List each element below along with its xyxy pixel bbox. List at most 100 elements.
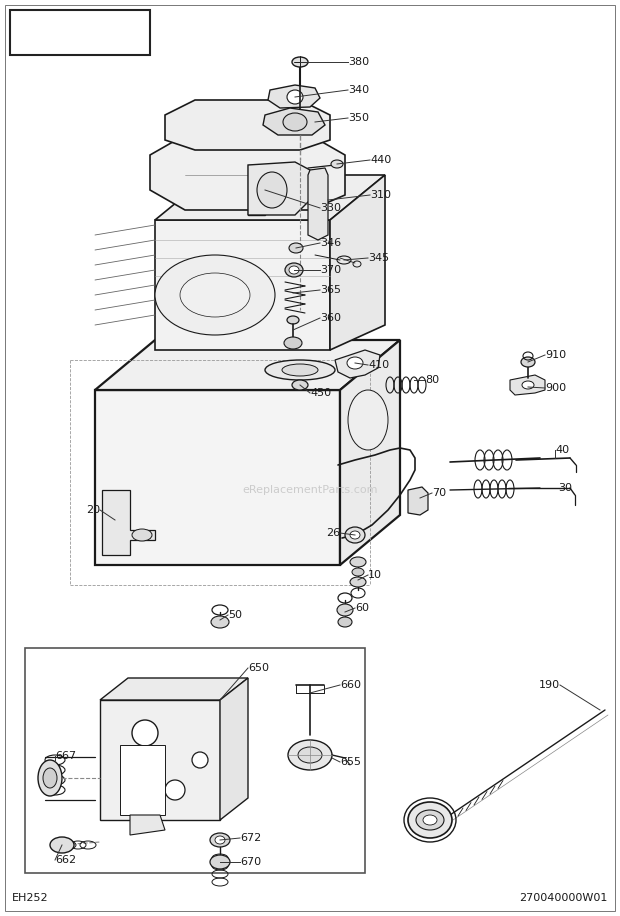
Text: EH252: EH252 xyxy=(12,893,48,903)
Ellipse shape xyxy=(132,720,158,746)
Ellipse shape xyxy=(350,531,360,539)
Ellipse shape xyxy=(521,357,535,367)
Ellipse shape xyxy=(43,768,57,788)
Ellipse shape xyxy=(289,243,303,253)
Ellipse shape xyxy=(416,810,444,830)
Polygon shape xyxy=(220,678,248,820)
Ellipse shape xyxy=(265,360,335,380)
Text: 667: 667 xyxy=(55,751,76,761)
Text: 20: 20 xyxy=(86,505,100,515)
Text: 655: 655 xyxy=(340,757,361,767)
Ellipse shape xyxy=(285,263,303,277)
Ellipse shape xyxy=(180,273,250,317)
Ellipse shape xyxy=(350,577,366,587)
Ellipse shape xyxy=(331,160,343,168)
Ellipse shape xyxy=(210,833,230,847)
Ellipse shape xyxy=(348,390,388,450)
Polygon shape xyxy=(155,220,330,350)
Text: 80: 80 xyxy=(425,375,439,385)
Text: 26: 26 xyxy=(326,528,340,538)
Text: eReplacementParts.com: eReplacementParts.com xyxy=(242,485,378,495)
Polygon shape xyxy=(130,815,165,835)
Text: 670: 670 xyxy=(240,857,261,867)
Text: 450: 450 xyxy=(310,388,331,398)
Ellipse shape xyxy=(337,604,353,616)
Ellipse shape xyxy=(210,855,230,869)
Polygon shape xyxy=(340,340,400,565)
Ellipse shape xyxy=(38,760,62,796)
Polygon shape xyxy=(150,135,345,210)
Text: 662: 662 xyxy=(55,855,76,865)
Text: 310: 310 xyxy=(370,190,391,200)
Text: 40: 40 xyxy=(555,445,569,455)
Ellipse shape xyxy=(289,266,299,274)
Ellipse shape xyxy=(155,255,275,335)
Ellipse shape xyxy=(288,740,332,770)
Ellipse shape xyxy=(284,337,302,349)
Ellipse shape xyxy=(292,380,308,390)
Text: 270040000W01: 270040000W01 xyxy=(520,893,608,903)
Ellipse shape xyxy=(257,172,287,208)
Polygon shape xyxy=(95,390,340,565)
Ellipse shape xyxy=(298,747,322,763)
Polygon shape xyxy=(330,175,385,350)
Text: 650: 650 xyxy=(248,663,269,673)
Ellipse shape xyxy=(132,529,152,541)
Text: 70: 70 xyxy=(432,488,446,498)
Text: 380: 380 xyxy=(348,57,369,67)
Bar xyxy=(10,10,150,55)
Ellipse shape xyxy=(350,557,366,567)
Polygon shape xyxy=(408,487,428,515)
Ellipse shape xyxy=(338,617,352,627)
Text: 900: 900 xyxy=(545,383,566,393)
Polygon shape xyxy=(165,100,330,150)
Ellipse shape xyxy=(347,357,363,369)
Text: 410: 410 xyxy=(368,360,389,370)
Ellipse shape xyxy=(423,815,437,825)
Polygon shape xyxy=(248,162,310,215)
Ellipse shape xyxy=(522,381,534,389)
Ellipse shape xyxy=(345,527,365,543)
Text: 360: 360 xyxy=(320,313,341,323)
Polygon shape xyxy=(95,340,400,390)
Ellipse shape xyxy=(292,57,308,67)
Text: 340: 340 xyxy=(348,85,369,95)
Text: 330: 330 xyxy=(320,203,341,213)
Bar xyxy=(25,648,365,873)
Text: 190: 190 xyxy=(539,680,560,690)
Polygon shape xyxy=(100,678,248,700)
Ellipse shape xyxy=(215,836,225,844)
Ellipse shape xyxy=(287,90,303,104)
Text: 346: 346 xyxy=(320,238,341,248)
Text: 370: 370 xyxy=(320,265,341,275)
Polygon shape xyxy=(100,700,220,820)
Ellipse shape xyxy=(211,616,229,628)
Ellipse shape xyxy=(283,113,307,131)
Text: 672: 672 xyxy=(240,833,261,843)
Text: 60: 60 xyxy=(355,603,369,613)
Polygon shape xyxy=(308,168,328,240)
Ellipse shape xyxy=(50,837,74,853)
Polygon shape xyxy=(155,175,385,220)
Text: 440: 440 xyxy=(370,155,391,165)
Text: 30: 30 xyxy=(558,483,572,493)
Polygon shape xyxy=(263,108,325,135)
Ellipse shape xyxy=(165,780,185,800)
Text: 660: 660 xyxy=(340,680,361,690)
Text: 910: 910 xyxy=(545,350,566,360)
Text: 10: 10 xyxy=(368,570,382,580)
Text: 350: 350 xyxy=(348,113,369,123)
Polygon shape xyxy=(102,490,155,555)
Polygon shape xyxy=(335,350,380,378)
Text: 345: 345 xyxy=(368,253,389,263)
Ellipse shape xyxy=(408,802,452,838)
Polygon shape xyxy=(248,165,295,215)
Ellipse shape xyxy=(287,316,299,324)
Polygon shape xyxy=(268,85,320,108)
Text: 365: 365 xyxy=(320,285,341,295)
Text: 50: 50 xyxy=(228,610,242,620)
Text: FIG.  400: FIG. 400 xyxy=(20,20,146,44)
Polygon shape xyxy=(120,745,165,815)
Ellipse shape xyxy=(282,364,318,376)
Ellipse shape xyxy=(192,752,208,768)
